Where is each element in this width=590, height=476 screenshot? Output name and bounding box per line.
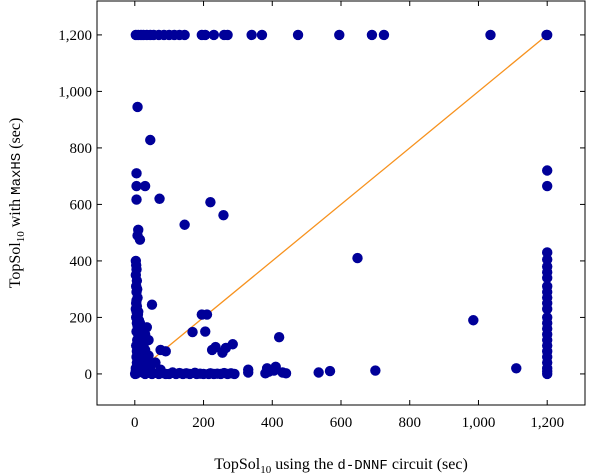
data-point xyxy=(378,29,390,41)
data-point xyxy=(261,363,273,374)
data-point xyxy=(200,326,211,337)
chart-marks xyxy=(129,29,553,380)
data-point xyxy=(139,180,151,192)
y-axis-label-post: (sec) xyxy=(7,118,24,153)
data-point xyxy=(292,29,304,41)
y-tick-label: 600 xyxy=(70,197,93,213)
x-tick-label: 800 xyxy=(398,415,421,431)
data-point xyxy=(131,168,142,179)
data-point xyxy=(160,346,171,357)
data-point xyxy=(133,354,144,365)
data-point xyxy=(468,315,479,326)
data-point xyxy=(541,272,553,284)
data-point xyxy=(179,219,190,230)
data-point xyxy=(541,368,553,380)
data-point xyxy=(134,234,146,245)
y-axis-label-pre: TopSol xyxy=(7,242,24,289)
data-point xyxy=(246,29,257,41)
data-point xyxy=(222,29,233,41)
y-tick-label: 800 xyxy=(70,141,93,157)
data-point xyxy=(196,309,208,320)
y-tick-label: 1,200 xyxy=(58,28,92,44)
data-point xyxy=(131,194,142,205)
y-axis-label-mid: with xyxy=(7,195,24,231)
data-point xyxy=(511,363,522,374)
axis-ticks: 0 200 400 600 800 1,000 1,200 0 200 400 600 800 1,00… xyxy=(58,1,585,431)
data-point xyxy=(541,303,553,315)
data-point xyxy=(352,252,363,264)
data-point xyxy=(145,134,156,146)
data-point xyxy=(280,368,292,379)
diagonal-line xyxy=(134,34,548,375)
data-point xyxy=(541,29,552,41)
data-point xyxy=(485,29,496,41)
y-tick-label: 200 xyxy=(70,310,93,326)
y-axis-label: TopSol10 with MaxHS (sec) xyxy=(7,118,27,289)
data-point xyxy=(366,29,378,41)
data-point xyxy=(541,165,553,176)
data-point xyxy=(200,29,211,41)
data-point xyxy=(324,365,336,377)
y-tick-label: 0 xyxy=(85,367,93,383)
y-axis-label-code: MaxHS xyxy=(9,153,25,195)
data-point xyxy=(205,196,216,208)
data-point xyxy=(370,365,381,376)
x-axis-label-post: circuit (sec) xyxy=(388,456,468,473)
x-axis-label-mid: using the xyxy=(271,456,337,473)
data-point xyxy=(206,344,218,356)
data-point xyxy=(225,368,237,379)
data-point xyxy=(334,29,345,41)
data-point xyxy=(146,299,158,310)
data-point xyxy=(217,347,228,358)
data-point xyxy=(218,209,229,221)
x-axis-label-sub: 10 xyxy=(260,464,272,476)
data-point xyxy=(187,326,198,338)
data-point xyxy=(256,29,268,41)
x-tick-label: 600 xyxy=(330,415,353,431)
data-point xyxy=(313,367,324,378)
data-point xyxy=(131,180,142,192)
data-point xyxy=(270,361,281,373)
x-tick-label: 0 xyxy=(131,415,139,431)
data-point xyxy=(208,29,220,41)
data-point xyxy=(194,368,206,379)
data-point xyxy=(179,29,190,41)
y-axis-label-sub: 10 xyxy=(15,231,27,243)
data-point xyxy=(181,368,192,379)
x-axis-label: TopSol10 using the d-DNNF circuit (sec) xyxy=(214,456,468,476)
x-axis-label-code: d-DNNF xyxy=(337,458,387,474)
data-point xyxy=(273,331,285,343)
x-tick-label: 200 xyxy=(192,415,215,431)
data-point xyxy=(243,367,254,378)
y-tick-label: 1,000 xyxy=(58,84,92,100)
y-tick-label: 400 xyxy=(70,254,93,270)
data-point xyxy=(132,101,143,113)
data-point xyxy=(154,193,165,204)
x-axis-label-pre: TopSol xyxy=(214,456,261,473)
x-tick-label: 1,200 xyxy=(530,415,564,431)
x-tick-label: 400 xyxy=(261,415,284,431)
x-tick-label: 1,000 xyxy=(462,415,496,431)
data-point xyxy=(541,180,553,192)
